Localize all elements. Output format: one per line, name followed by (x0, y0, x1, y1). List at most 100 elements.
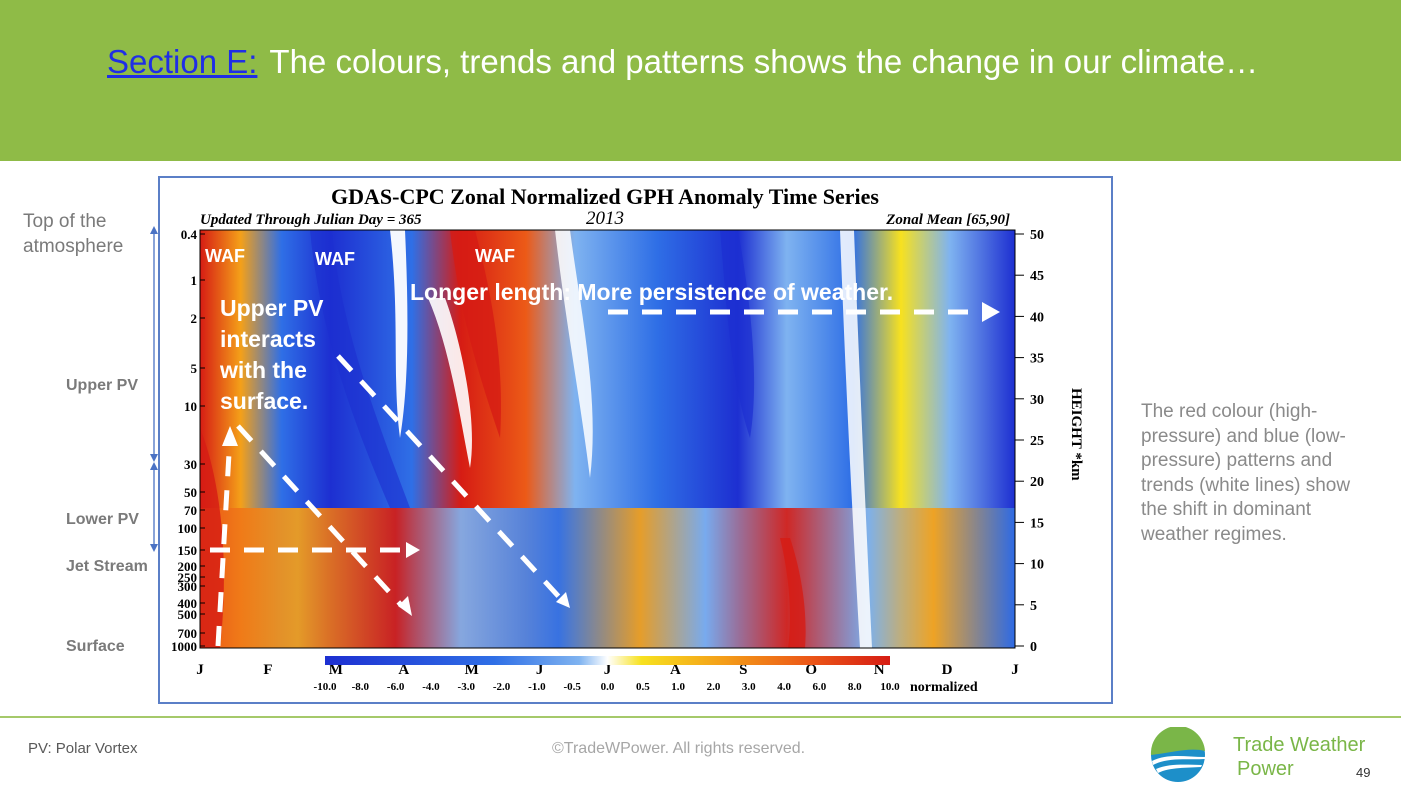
month-tick-label: M (465, 662, 479, 678)
y-right-tick-label: 40 (1030, 310, 1044, 325)
month-tick-label: J (196, 662, 204, 678)
colorbar-tick-label: -1.0 (528, 681, 546, 693)
copyright-text: ©TradeWPower. All rights reserved. (552, 740, 806, 757)
y-left-tick-label: 200 (178, 559, 198, 574)
colorbar-tick-label: -2.0 (493, 681, 511, 693)
page-number: 49 (1356, 765, 1371, 780)
brand-line-2: Power (1237, 758, 1294, 780)
y-left-tick-label: 400 (178, 596, 198, 611)
month-tick-label: N (874, 662, 885, 678)
section-link[interactable]: Section E: (107, 43, 258, 80)
footer-divider (0, 716, 1401, 718)
longer-length-annotation: Longer length: More persistence of weath… (410, 279, 893, 305)
y-left-tick-label: 1 (191, 273, 198, 288)
chart-svg: GDAS-CPC Zonal Normalized GPH Anomaly Ti… (171, 184, 1084, 695)
y-left-tick-label: 5 (191, 361, 198, 376)
colorbar-tick-label: 6.0 (813, 681, 827, 693)
y-left-tick-label: 500 (178, 607, 198, 622)
y-left-tick-label: 30 (184, 457, 197, 472)
month-tick-label: F (263, 662, 272, 678)
colorbar-tick-label: -0.5 (563, 681, 581, 693)
colorbar-tick-label: 4.0 (777, 681, 791, 693)
month-tick-label: A (670, 662, 681, 678)
annotation-line-3: with the (219, 357, 307, 383)
y-left-tick-label: 0.4 (181, 227, 198, 242)
y-left-tick-label: 300 (178, 579, 198, 594)
pv-footnote: PV: Polar Vortex (28, 740, 138, 757)
month-tick-label: D (942, 662, 953, 678)
month-tick-label: J (1011, 662, 1019, 678)
waf-label-3: WAF (475, 246, 515, 266)
chart-subtitle-right: Zonal Mean [65,90] (885, 212, 1010, 228)
chart-title: GDAS-CPC Zonal Normalized GPH Anomaly Ti… (331, 184, 879, 209)
colorbar-tick-label: -10.0 (314, 681, 337, 693)
surface-label: Surface (66, 638, 125, 655)
brand-name: Trade Weather Power (1233, 733, 1365, 781)
lower-pv-label: Lower PV (66, 511, 139, 528)
y-right-tick-label: 15 (1030, 516, 1044, 531)
y-left-tick-label: 2 (191, 311, 198, 326)
pv-bracket-arrows (150, 226, 158, 552)
colorbar-tick-label: 0.0 (601, 681, 615, 693)
y-right-tick-label: 35 (1030, 352, 1044, 367)
y-right-tick-label: 30 (1030, 393, 1044, 408)
colorbar-ticks: -10.0 -8.0 -6.0 -4.0 -3.0 -2.0 -1.0 -0.5 0.0 0.5 1… (314, 681, 901, 693)
y-left-tick-label: 1000 (171, 639, 197, 654)
colorbar-tick-label: 0.5 (636, 681, 650, 693)
chart-subtitle-left: Updated Through Julian Day = 365 (200, 212, 422, 228)
y-right-tick-label: 5 (1030, 599, 1037, 614)
colorbar-tick-label: 1.0 (671, 681, 685, 693)
colorbar-tick-label: -6.0 (387, 681, 405, 693)
slide-title-text: The colours, trends and patterns shows t… (269, 43, 1259, 80)
colorbar-tick-label: -8.0 (352, 681, 370, 693)
slide-title: Section E: The colours, trends and patter… (107, 44, 1287, 80)
top-of-atmosphere-label: Top of the atmosphere (23, 211, 124, 257)
colorbar-tick-label: 8.0 (848, 681, 862, 693)
annotation-line-2: interacts (220, 326, 316, 352)
annotation-line-1: Upper PV (220, 295, 324, 321)
y-left-tick-label: 70 (184, 503, 197, 518)
month-tick-label: J (604, 662, 612, 678)
brand-line-1: Trade Weather (1233, 734, 1366, 756)
colorbar (325, 656, 890, 665)
jet-stream-label: Jet Stream (66, 558, 148, 575)
gph-anomaly-chart: GDAS-CPC Zonal Normalized GPH Anomaly Ti… (158, 176, 1113, 704)
month-tick-label: O (805, 662, 817, 678)
y-right-tick-label: 20 (1030, 475, 1044, 490)
y-right-tick-label: 10 (1030, 558, 1044, 573)
plot-area (199, 229, 1016, 649)
colorbar-tick-label: 3.0 (742, 681, 756, 693)
colorbar-tick-label: 2.0 (707, 681, 721, 693)
colorbar-label: normalized (910, 680, 978, 695)
header-band (0, 0, 1401, 161)
month-tick-label: M (329, 662, 343, 678)
y-left-tick-label: 50 (184, 485, 197, 500)
y-right-tick-label: 0 (1030, 640, 1037, 655)
colorbar-tick-label: 10.0 (880, 681, 900, 693)
y-right-tick-label: 50 (1030, 228, 1044, 243)
y-left-tick-label: 100 (178, 521, 198, 536)
month-tick-label: A (398, 662, 409, 678)
colorbar-tick-label: -3.0 (458, 681, 476, 693)
y-right-tick-label: 45 (1030, 269, 1044, 284)
trade-weather-power-logo-icon (1150, 727, 1205, 782)
y-right-axis-label: HEIGHT *km (1068, 388, 1084, 481)
month-tick-label: S (739, 662, 747, 678)
y-right-tick-label: 25 (1030, 434, 1044, 449)
y-left-tick-label: 250 (178, 570, 198, 585)
colorbar-tick-label: -4.0 (422, 681, 440, 693)
y-left-tick-label: 150 (178, 543, 198, 558)
arrow-heads (222, 302, 1000, 616)
chart-description: The red colour (high-pressure) and blue … (1141, 401, 1351, 545)
waf-label-2: WAF (315, 249, 355, 269)
y-left-tick-label: 700 (178, 626, 198, 641)
annotation-line-4: surface. (220, 388, 308, 414)
upper-pv-label: Upper PV (66, 377, 139, 394)
chart-year: 2013 (586, 208, 624, 229)
month-tick-label: J (536, 662, 544, 678)
y-left-tick-label: 10 (184, 399, 197, 414)
waf-label-1: WAF (205, 246, 245, 266)
